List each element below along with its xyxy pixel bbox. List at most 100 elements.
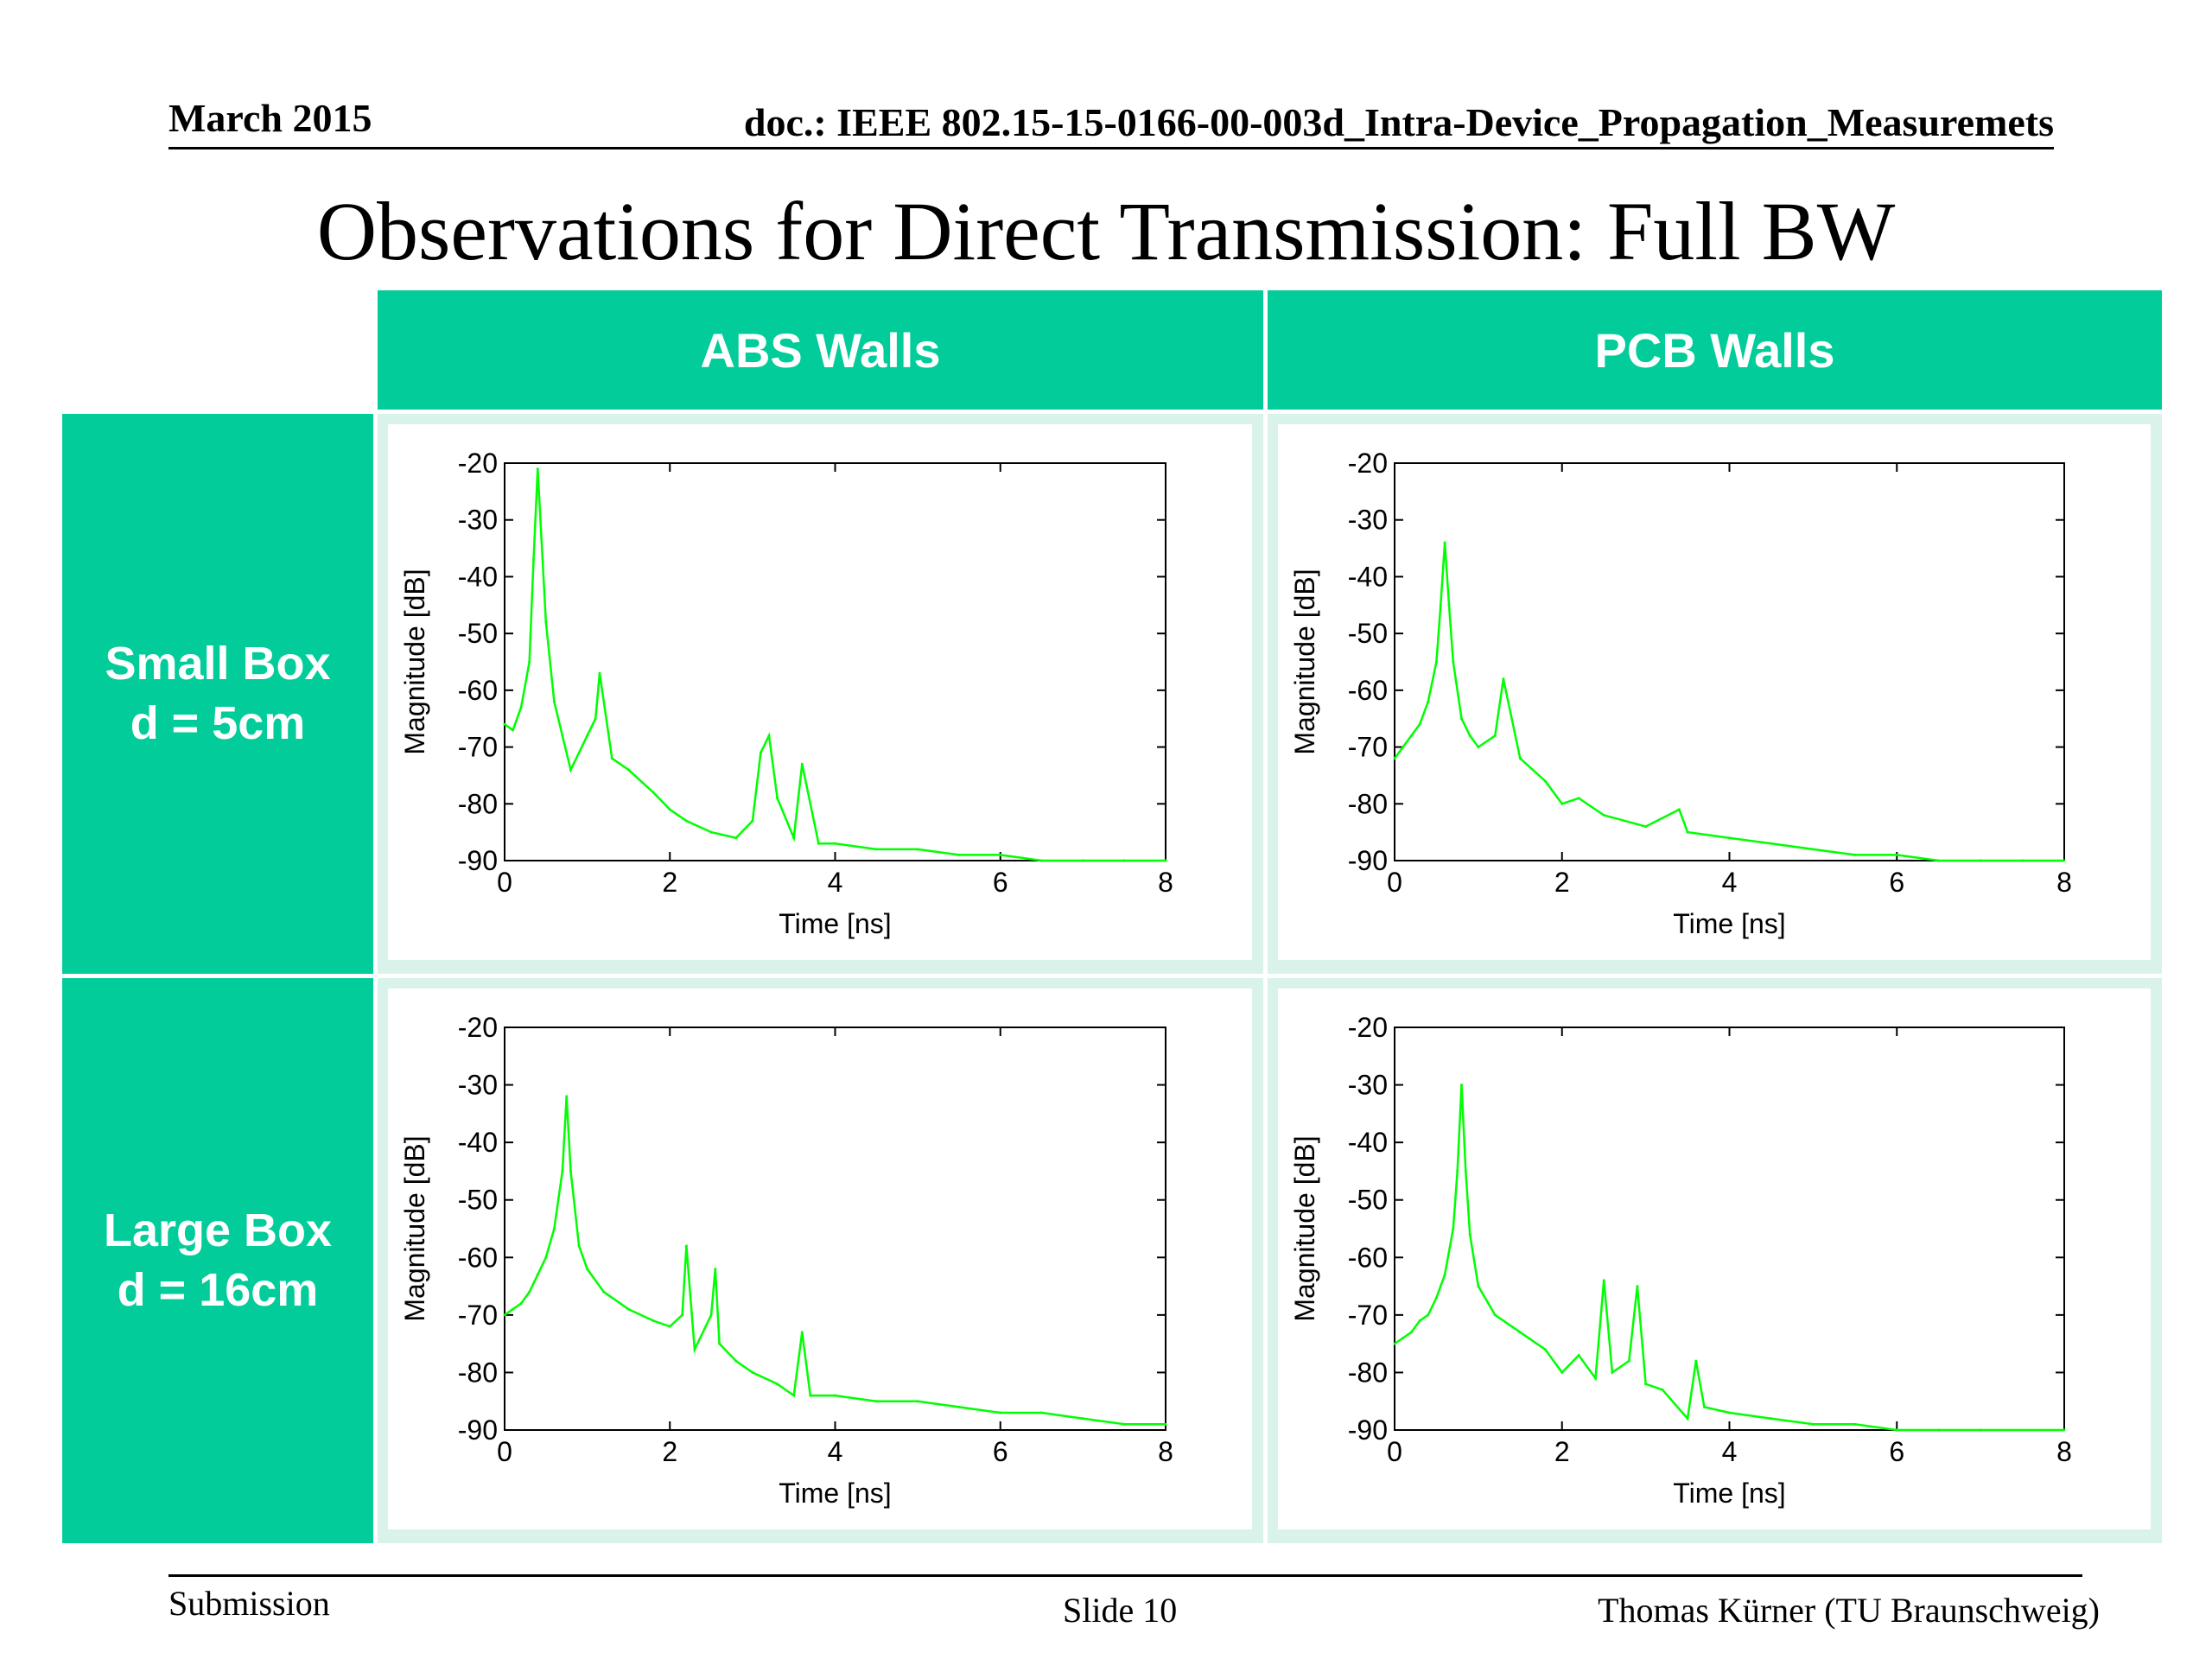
results-table: ABS Walls PCB Walls Small Box d = 5cm La… — [62, 290, 2162, 1543]
magnitude-data-point — [767, 734, 771, 737]
magnitude-data-point — [1543, 1348, 1547, 1351]
magnitude-data-point — [569, 768, 572, 772]
magnitude-data-point — [668, 808, 671, 811]
magnitude-data-point — [626, 1307, 630, 1311]
magnitude-data-point — [2063, 1428, 2066, 1432]
y-tick-label: -20 — [458, 448, 498, 479]
plot-frame — [1394, 462, 2065, 861]
y-tick-label: -20 — [458, 1012, 498, 1043]
magnitude-data-point — [1418, 1319, 1421, 1323]
magnitude-data-point — [834, 1394, 836, 1397]
magnitude-data-point — [2063, 859, 2066, 862]
magnitude-data-point — [1460, 1084, 1463, 1087]
magnitude-data-point — [776, 797, 779, 800]
magnitude-data-point — [1661, 1388, 1664, 1391]
magnitude-series-line — [1393, 542, 2064, 862]
magnitude-data-point — [1477, 746, 1480, 749]
magnitude-data-point — [668, 1325, 671, 1328]
magnitude-data-point — [916, 1400, 919, 1403]
magnitude-data-point — [1694, 1359, 1698, 1363]
magnitude-data-point — [1577, 1353, 1580, 1357]
magnitude-data-point — [1393, 1342, 1396, 1345]
column-header-abs: ABS Walls — [378, 290, 1263, 410]
magnitude-data-point — [1402, 1336, 1405, 1339]
magnitude-data-point — [577, 1244, 581, 1248]
y-tick-label: -20 — [1348, 1012, 1388, 1043]
magnitude-data-point — [800, 1331, 804, 1334]
magnitude-data-point — [1811, 1422, 1815, 1426]
magnitude-data-point — [1434, 1296, 1438, 1300]
magnitude-data-point — [874, 1400, 878, 1403]
x-axis-label: Time [ns] — [1673, 908, 1785, 939]
magnitude-data-point — [999, 1411, 1002, 1414]
magnitude-data-point — [1164, 1422, 1167, 1426]
y-tick-label: -70 — [458, 1300, 498, 1331]
x-tick-label: 4 — [1722, 867, 1738, 898]
plot-frame — [504, 1027, 1166, 1431]
magnitude-data-point — [1937, 1428, 1941, 1432]
y-tick-label: -30 — [458, 505, 498, 536]
chart-large-pcb: -20 -30 -40 -50 -60 -70 -80 -900 2 4 6 8 Time [ns] Ma… — [1278, 988, 2151, 1529]
y-tick-label: -50 — [458, 1185, 498, 1216]
magnitude-data-point — [834, 842, 836, 845]
magnitude-data-point — [734, 836, 738, 840]
magnitude-data-point — [1460, 717, 1463, 721]
magnitude-data-point — [1636, 1285, 1639, 1288]
magnitude-data-point — [751, 1370, 754, 1374]
magnitude-data-point — [1937, 859, 1941, 862]
magnitude-data-point — [1644, 1382, 1648, 1386]
y-tick-label: -80 — [458, 1357, 498, 1388]
magnitude-data-point — [569, 1169, 572, 1173]
magnitude-data-point — [1456, 1169, 1459, 1173]
magnitude-data-point — [519, 706, 523, 709]
magnitude-data-point — [681, 1313, 684, 1317]
magnitude-data-point — [1602, 813, 1605, 817]
cell-large-abs: -20 -30 -40 -50 -60 -70 -80 -90 0 2 4 6 8 Time [ns] Ma… — [378, 978, 1263, 1543]
y-tick-label: -20 — [1348, 448, 1388, 479]
magnitude-data-point — [503, 722, 506, 726]
y-tick-label: -60 — [458, 675, 498, 706]
x-tick-label: 8 — [2056, 867, 2072, 898]
magnitude-data-point — [1611, 1370, 1614, 1374]
header-date: March 2015 — [168, 96, 372, 140]
magnitude-data-point — [598, 671, 601, 675]
y-tick-label: -30 — [1348, 505, 1388, 536]
magnitude-data-point — [792, 836, 796, 840]
x-tick-label: 8 — [1158, 1436, 1173, 1467]
magnitude-data-point — [693, 1348, 696, 1351]
magnitude-data-point — [586, 1268, 589, 1271]
magnitude-data-point — [1122, 859, 1126, 862]
magnitude-data-point — [536, 467, 539, 471]
magnitude-data-point — [1434, 660, 1438, 664]
magnitude-data-point — [594, 717, 597, 721]
magnitude-data-point — [1040, 859, 1044, 862]
y-tick-label: -80 — [1348, 788, 1388, 819]
row-header-large-box-distance: d = 16cm — [117, 1264, 319, 1316]
footer-submission: Submission — [168, 1584, 330, 1623]
magnitude-data-point — [544, 1255, 548, 1259]
magnitude-data-point — [1560, 1370, 1564, 1374]
magnitude-data-point — [544, 620, 548, 624]
magnitude-data-point — [1543, 779, 1547, 783]
magnitude-data-point — [1402, 746, 1405, 749]
magnitude-data-point — [776, 1382, 779, 1386]
magnitude-data-point — [1602, 1279, 1605, 1282]
footer-slide-number: Slide 10 — [1063, 1591, 1178, 1630]
magnitude-data-point — [1427, 1313, 1430, 1317]
magnitude-data-point — [1677, 808, 1681, 811]
magnitude-data-point — [1468, 734, 1471, 737]
magnitude-data-point — [916, 848, 919, 851]
cell-small-pcb: -20 -30 -40 -50 -60 -70 -80 -90 0 2 4 6 8 Time [ns] Ma… — [1268, 414, 2162, 974]
magnitude-data-point — [1477, 1285, 1480, 1288]
row-header-small-box-name: Small Box — [105, 637, 331, 690]
magnitude-data-point — [1853, 853, 1857, 856]
magnitude-data-point — [1164, 859, 1167, 862]
magnitude-data-point — [1040, 1411, 1044, 1414]
header-doc-id: doc.: IEEE 802.15-15-0166-00-003d_Intra-… — [743, 100, 2054, 144]
y-tick-label: -80 — [1348, 1357, 1388, 1388]
magnitude-data-point — [536, 1273, 539, 1276]
magnitude-data-point — [1443, 1273, 1446, 1276]
magnitude-data-point — [1439, 603, 1442, 607]
magnitude-data-point — [1081, 859, 1084, 862]
magnitude-data-point — [714, 1268, 717, 1271]
